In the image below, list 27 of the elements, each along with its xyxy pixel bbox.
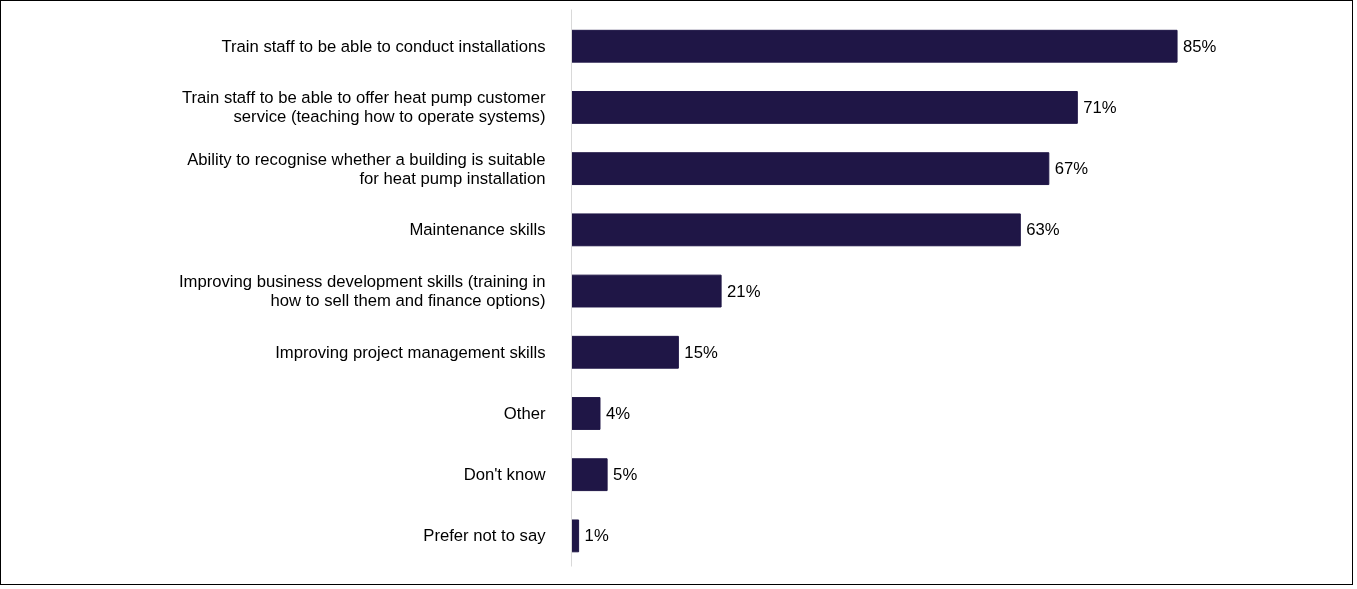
bar <box>571 274 722 308</box>
bar <box>571 458 608 492</box>
data-label: 67% <box>1054 159 1089 179</box>
y-tick-label: Improving business development skills (training in how to sell them and finance options) <box>178 272 546 311</box>
bar <box>571 335 679 369</box>
bar <box>571 213 1021 247</box>
data-label: 71% <box>1083 97 1117 117</box>
bar <box>571 91 1078 124</box>
y-tick-label: Don't know <box>463 465 547 485</box>
data-label: 1% <box>584 526 609 546</box>
data-label: 15% <box>684 342 718 362</box>
y-tick-label: Improving project management skills <box>275 342 546 362</box>
bar <box>571 29 1178 63</box>
data-label: 4% <box>606 403 631 423</box>
y-tick-label: Train staff to be able to conduct installations <box>221 36 546 56</box>
data-label: 5% <box>613 465 638 485</box>
y-tick-label: Maintenance skills <box>409 220 546 240</box>
bar <box>571 152 1050 186</box>
data-label: 85% <box>1183 36 1217 56</box>
y-tick-label: Other <box>503 403 546 423</box>
data-label: 21% <box>727 281 761 301</box>
data-label: 63% <box>1026 220 1060 240</box>
bar <box>571 519 580 553</box>
y-tick-label: Prefer not to say <box>423 526 547 546</box>
bar <box>571 397 601 430</box>
y-tick-label: Train staff to be able to offer heat pump customer service (teaching how to operate systems) <box>181 88 546 127</box>
y-tick-label: Ability to recognise whether a building is suitable for heat pump installation <box>187 149 546 188</box>
